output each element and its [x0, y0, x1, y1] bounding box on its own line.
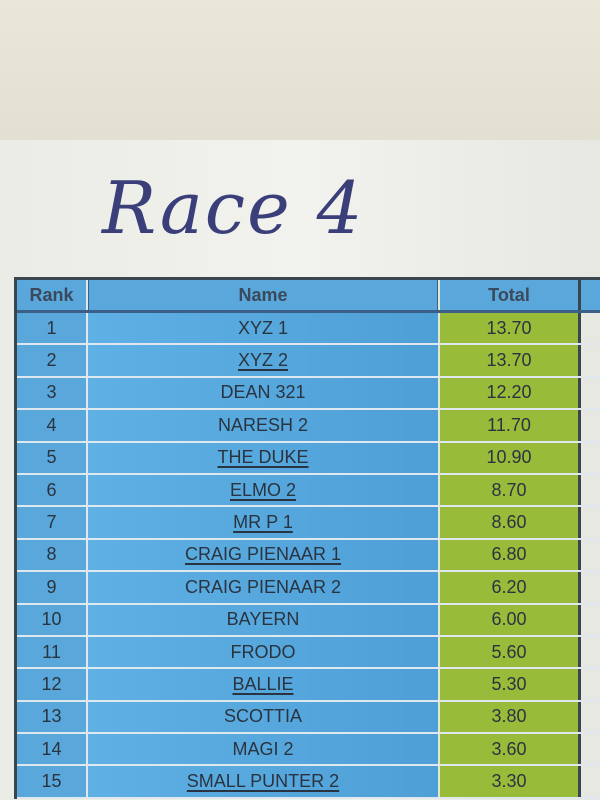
total-cell: 8.60 — [438, 507, 581, 538]
rank-cell: 7 — [17, 507, 88, 538]
name-cell: SMALL PUNTER 2 — [88, 766, 438, 797]
name-text: BAYERN — [226, 609, 300, 630]
name-text: SCOTTIA — [223, 706, 302, 727]
rank-cell: 12 — [17, 669, 88, 700]
total-cell: 5.30 — [438, 669, 581, 700]
table-row: 14 MAGI 2 3.60 — [17, 734, 600, 767]
name-cell: BAYERN — [88, 604, 438, 635]
name-cell: MR P 1 — [88, 507, 438, 538]
name-cell: CRAIG PIENAAR 2 — [88, 572, 438, 603]
rank-cell: 6 — [17, 474, 88, 506]
table-row: 15 SMALL PUNTER 2 3.30 — [17, 766, 600, 799]
table-row: 7 MR P 1 8.60 — [17, 507, 600, 540]
rank-cell: 4 — [17, 410, 88, 441]
rank-cell: 3 — [17, 377, 88, 409]
name-text: NARESH 2 — [217, 414, 309, 435]
total-cell: 3.30 — [438, 766, 581, 797]
name-cell: FRODO — [88, 636, 438, 668]
table-row: 13 SCOTTIA 3.80 — [17, 701, 600, 735]
name-cell: CRAIG PIENAAR 1 — [88, 539, 438, 571]
header-extra — [581, 280, 600, 310]
name-cell: SCOTTIA — [88, 701, 438, 733]
name-text: DEAN 321 — [220, 382, 306, 403]
header-total: Total — [438, 280, 581, 310]
table-header: Rank Name Total — [17, 280, 600, 313]
total-cell: 10.90 — [438, 442, 581, 473]
table-row: 2 XYZ 2 13.70 — [17, 345, 600, 378]
rank-cell: 5 — [17, 442, 88, 473]
name-text: XYZ 2 — [237, 350, 289, 371]
name-text: XYZ 1 — [237, 317, 289, 338]
total-cell: 5.60 — [438, 636, 581, 668]
name-text: MR P 1 — [233, 512, 293, 533]
rank-cell: 15 — [17, 766, 88, 797]
table-row: 1 XYZ 1 13.70 — [17, 313, 600, 346]
total-cell: 3.80 — [438, 701, 581, 733]
name-cell: THE DUKE — [88, 442, 438, 473]
header-name: Name — [88, 280, 438, 310]
rank-cell: 8 — [17, 539, 88, 571]
table-row: 5 THE DUKE 10.90 — [17, 442, 600, 475]
name-text: ELMO 2 — [229, 479, 297, 500]
total-cell: 13.70 — [438, 313, 581, 344]
name-text: CRAIG PIENAAR 1 — [184, 544, 342, 565]
rank-cell: 11 — [17, 636, 88, 668]
rank-cell: 10 — [17, 604, 88, 635]
rank-cell: 2 — [17, 345, 88, 376]
name-text: THE DUKE — [217, 447, 309, 468]
name-text: CRAIG PIENAAR 2 — [184, 576, 342, 597]
rank-cell: 14 — [17, 734, 88, 765]
name-cell: ELMO 2 — [88, 474, 438, 506]
total-cell: 12.20 — [438, 377, 581, 409]
rank-cell: 1 — [17, 313, 88, 344]
name-text: BALLIE — [232, 673, 294, 694]
table-row: 9 CRAIG PIENAAR 2 6.20 — [17, 572, 600, 605]
name-cell: XYZ 2 — [88, 345, 438, 376]
results-table: Rank Name Total 1 XYZ 1 13.70 2 XYZ 2 13.… — [14, 277, 600, 799]
table-row: 8 CRAIG PIENAAR 1 6.80 — [17, 539, 600, 573]
table-row: 6 ELMO 2 8.70 — [17, 474, 600, 508]
rank-cell: 13 — [17, 701, 88, 733]
name-text: FRODO — [230, 641, 296, 662]
name-cell: XYZ 1 — [88, 313, 438, 344]
total-cell: 6.00 — [438, 604, 581, 635]
background-surface — [0, 0, 600, 140]
total-cell: 11.70 — [438, 410, 581, 441]
name-text: MAGI 2 — [232, 738, 294, 759]
handwritten-heading: Race 4 — [102, 166, 365, 250]
name-cell: NARESH 2 — [88, 410, 438, 441]
total-cell: 13.70 — [438, 345, 581, 376]
table-row: 10 BAYERN 6.00 — [17, 604, 600, 637]
table-row: 12 BALLIE 5.30 — [17, 669, 600, 702]
rank-cell: 9 — [17, 572, 88, 603]
total-cell: 6.80 — [438, 539, 581, 571]
header-rank: Rank — [17, 280, 88, 310]
table-row: 3 DEAN 321 12.20 — [17, 377, 600, 411]
name-text: SMALL PUNTER 2 — [186, 771, 340, 792]
total-cell: 8.70 — [438, 474, 581, 506]
table-row: 11 FRODO 5.60 — [17, 636, 600, 670]
name-cell: DEAN 321 — [88, 377, 438, 409]
name-cell: MAGI 2 — [88, 734, 438, 765]
total-cell: 3.60 — [438, 734, 581, 765]
name-cell: BALLIE — [88, 669, 438, 700]
total-cell: 6.20 — [438, 572, 581, 603]
table-row: 4 NARESH 2 11.70 — [17, 410, 600, 443]
